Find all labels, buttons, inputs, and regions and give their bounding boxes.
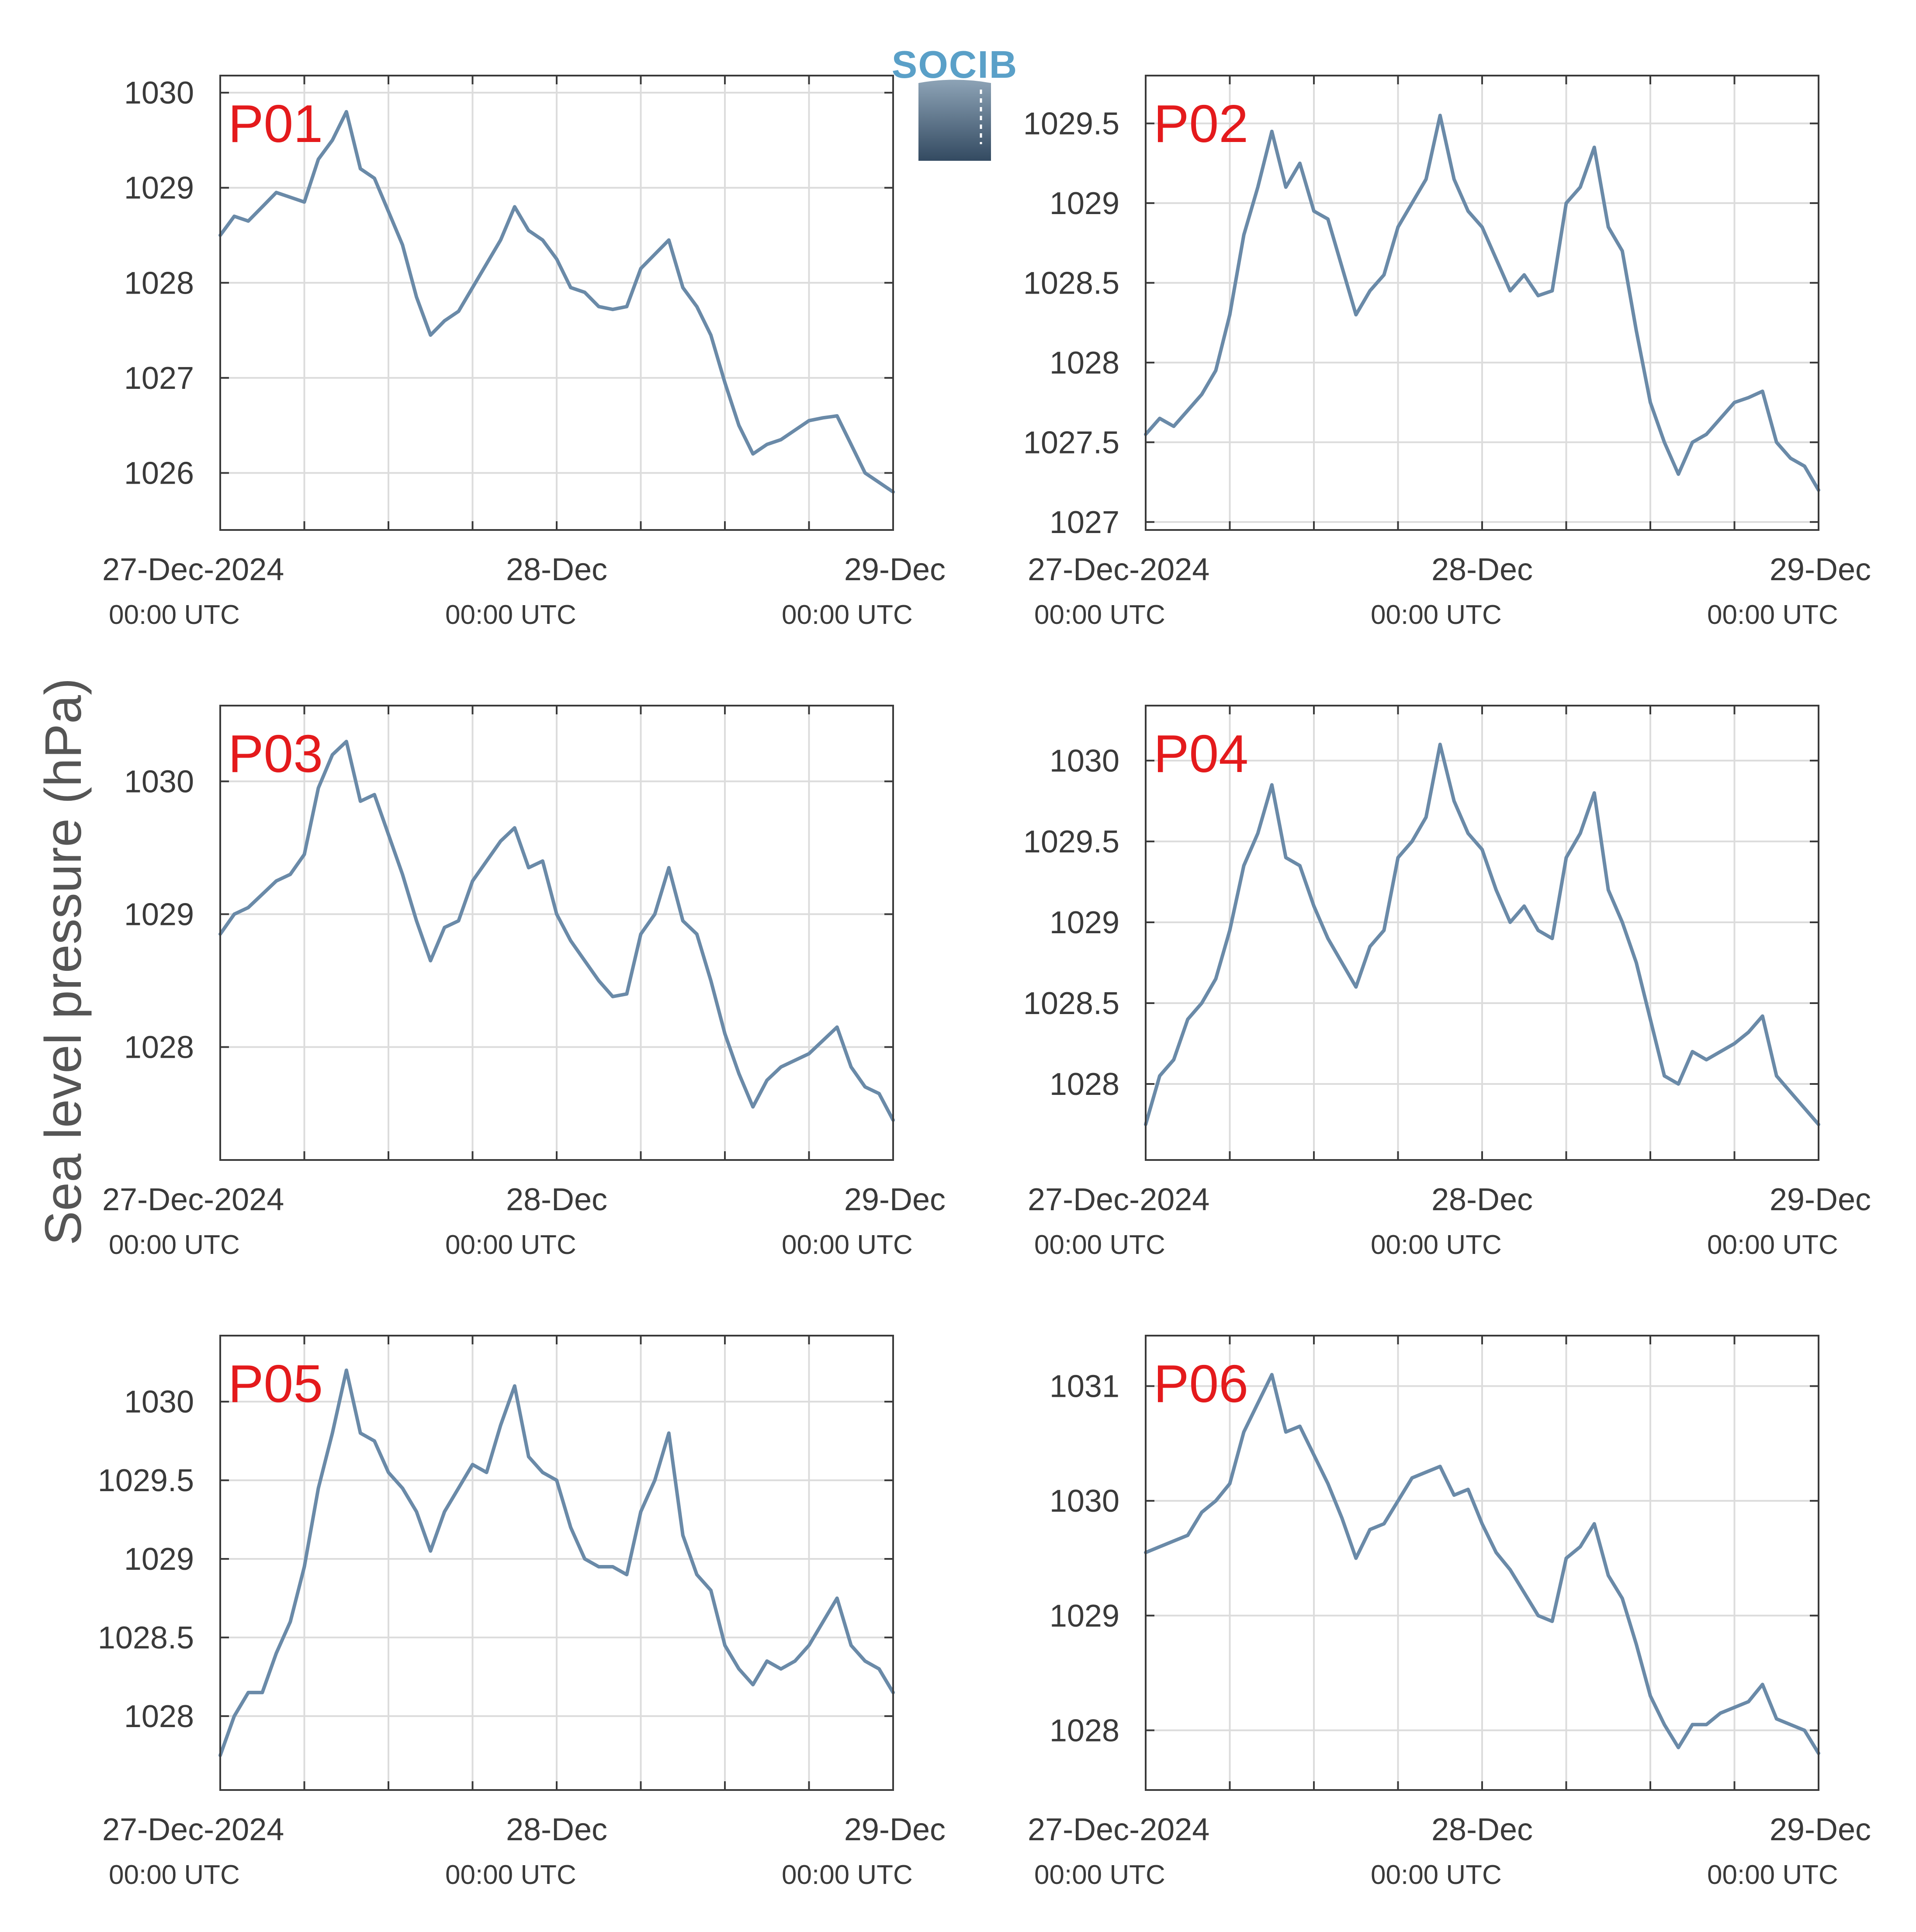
x-time-label: 00:00 UTC xyxy=(445,1230,576,1260)
y-tick-label: 1029 xyxy=(124,897,194,932)
x-date-label: 29-Dec xyxy=(1770,552,1871,587)
x-date-label: 28-Dec xyxy=(506,1812,607,1847)
x-time-label: 00:00 UTC xyxy=(109,600,240,630)
y-tick-label: 1030 xyxy=(124,76,194,111)
x-date-label: 28-Dec xyxy=(506,1182,607,1217)
y-tick-label: 1027 xyxy=(1050,505,1119,540)
panel-p05: 1028 1028.5 1029 1029.5 1030 27-Dec-2024 00:00… xyxy=(98,1335,946,1890)
x-date-label: 27-Dec-2024 xyxy=(102,1182,284,1217)
x-date-label: 29-Dec xyxy=(844,552,946,587)
x-date-label: 29-Dec xyxy=(1770,1182,1871,1217)
panel-label: P02 xyxy=(1154,94,1248,153)
x-time-label: 00:00 UTC xyxy=(1034,1230,1165,1260)
x-time-label: 00:00 UTC xyxy=(1034,600,1165,630)
x-date-label: 29-Dec xyxy=(844,1182,946,1217)
y-tick-label: 1028.5 xyxy=(98,1620,194,1655)
x-time-label: 00:00 UTC xyxy=(1371,1860,1502,1890)
y-tick-label: 1028.5 xyxy=(1023,266,1119,301)
panel-label: P03 xyxy=(228,724,323,783)
figure-ylabel: Sea level pressure (hPa) xyxy=(35,678,92,1246)
y-tick-label: 1028 xyxy=(1050,1713,1119,1748)
x-date-label: 29-Dec xyxy=(844,1812,946,1847)
x-date-label: 28-Dec xyxy=(506,552,607,587)
x-date-label: 28-Dec xyxy=(1431,1182,1533,1217)
x-date-label: 28-Dec xyxy=(1431,1812,1533,1847)
y-tick-label: 1026 xyxy=(124,456,194,491)
pressure-line xyxy=(218,740,895,1122)
y-tick-label: 1028 xyxy=(1050,346,1119,381)
x-time-label: 00:00 UTC xyxy=(1707,1230,1838,1260)
y-tick-label: 1027.5 xyxy=(1023,425,1119,460)
y-tick-label: 1030 xyxy=(1050,744,1119,779)
y-tick-label: 1029 xyxy=(124,171,194,206)
y-tick-label: 1029.5 xyxy=(98,1463,194,1498)
x-time-label: 00:00 UTC xyxy=(782,600,913,630)
panel-p02: 1027 1027.5 1028 1028.5 1029 1029.5 27-Dec-202… xyxy=(1023,75,1871,630)
x-time-label: 00:00 UTC xyxy=(782,1230,913,1260)
y-tick-label: 1029.5 xyxy=(1023,824,1119,859)
y-tick-label: 1029 xyxy=(1050,186,1119,221)
panel-label: P05 xyxy=(228,1354,323,1413)
pressure-line xyxy=(1144,742,1820,1126)
x-time-label: 00:00 UTC xyxy=(109,1860,240,1890)
panel-label: P04 xyxy=(1154,724,1248,783)
pressure-line xyxy=(1144,114,1820,492)
y-tick-label: 1028 xyxy=(124,1699,194,1734)
panel-p03: 1028 1029 1030 27-Dec-2024 00:00 UTC 28-Dec 00… xyxy=(102,705,946,1260)
y-tick-label: 1030 xyxy=(124,764,194,799)
y-tick-label: 1029 xyxy=(124,1542,194,1577)
y-tick-label: 1028.5 xyxy=(1023,986,1119,1021)
x-date-label: 27-Dec-2024 xyxy=(102,1812,284,1847)
y-tick-label: 1028 xyxy=(124,1030,194,1065)
y-tick-label: 1029.5 xyxy=(1023,106,1119,141)
pressure-line xyxy=(218,110,895,494)
x-date-label: 27-Dec-2024 xyxy=(1028,552,1209,587)
y-tick-label: 1031 xyxy=(1050,1369,1119,1404)
panel-label: P06 xyxy=(1154,1354,1248,1413)
socib-logo-text: SOCIB xyxy=(892,43,1018,86)
x-time-label: 00:00 UTC xyxy=(109,1230,240,1260)
panel-p01: 1026 1027 1028 1029 1030 27-Dec-2024 00:00 UTC… xyxy=(102,75,946,630)
pressure-line xyxy=(218,1368,895,1757)
x-time-label: 00:00 UTC xyxy=(1707,600,1838,630)
x-date-label: 27-Dec-2024 xyxy=(1028,1812,1209,1847)
x-time-label: 00:00 UTC xyxy=(445,600,576,630)
x-date-label: 27-Dec-2024 xyxy=(102,552,284,587)
x-time-label: 00:00 UTC xyxy=(782,1860,913,1890)
x-date-label: 27-Dec-2024 xyxy=(1028,1182,1209,1217)
x-time-label: 00:00 UTC xyxy=(1707,1860,1838,1890)
y-tick-label: 1030 xyxy=(124,1385,194,1420)
y-tick-label: 1028 xyxy=(124,266,194,301)
x-time-label: 00:00 UTC xyxy=(1371,1230,1502,1260)
y-tick-label: 1028 xyxy=(1050,1067,1119,1102)
pressure-line xyxy=(1144,1373,1820,1755)
x-time-label: 00:00 UTC xyxy=(1371,600,1502,630)
y-tick-label: 1027 xyxy=(124,361,194,396)
panel-p06: 1028 1029 1030 1031 27-Dec-2024 00:00 UTC 28-D… xyxy=(1028,1335,1871,1890)
socib-logo: SOCIB xyxy=(892,43,1018,161)
y-tick-label: 1030 xyxy=(1050,1484,1119,1519)
y-tick-label: 1029 xyxy=(1050,1599,1119,1634)
y-tick-label: 1029 xyxy=(1050,905,1119,940)
panel-label: P01 xyxy=(228,94,323,153)
panel-p04: 1028 1028.5 1029 1029.5 1030 27-Dec-2024 00:00… xyxy=(1023,705,1871,1260)
x-date-label: 28-Dec xyxy=(1431,552,1533,587)
x-time-label: 00:00 UTC xyxy=(1034,1860,1165,1890)
x-time-label: 00:00 UTC xyxy=(445,1860,576,1890)
x-date-label: 29-Dec xyxy=(1770,1812,1871,1847)
